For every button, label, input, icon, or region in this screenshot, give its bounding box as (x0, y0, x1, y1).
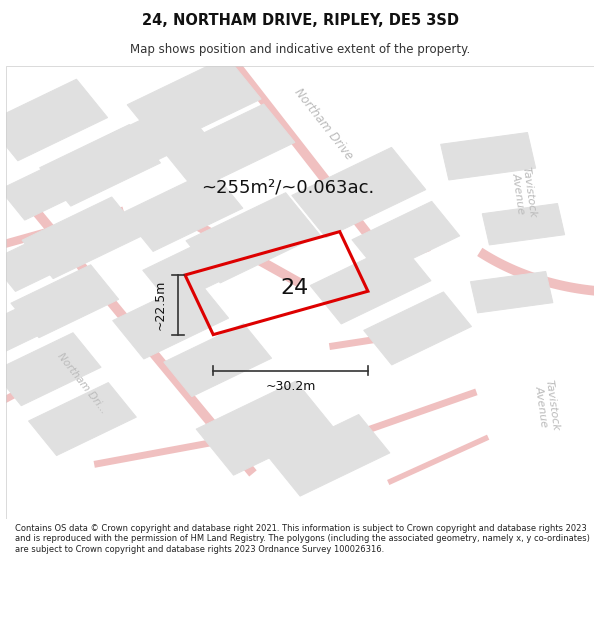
Polygon shape (482, 204, 565, 245)
Text: ~255m²/~0.063ac.: ~255m²/~0.063ac. (202, 179, 375, 197)
Polygon shape (196, 381, 333, 475)
Polygon shape (22, 197, 143, 279)
Polygon shape (0, 229, 80, 291)
Polygon shape (0, 156, 95, 220)
Text: Northam Drive: Northam Drive (292, 86, 355, 162)
Polygon shape (29, 382, 136, 456)
Text: ~22.5m: ~22.5m (153, 279, 166, 330)
Polygon shape (0, 296, 64, 352)
Text: 24, NORTHAM DRIVE, RIPLEY, DE5 3SD: 24, NORTHAM DRIVE, RIPLEY, DE5 3SD (142, 13, 458, 28)
Polygon shape (122, 170, 243, 251)
Text: Northam Dri...: Northam Dri... (56, 351, 109, 415)
Polygon shape (352, 201, 460, 274)
Polygon shape (164, 104, 295, 191)
Text: 24: 24 (280, 278, 308, 298)
Polygon shape (143, 234, 245, 305)
Polygon shape (310, 242, 431, 324)
Polygon shape (113, 280, 229, 359)
Polygon shape (11, 265, 119, 338)
Text: Contains OS data © Crown copyright and database right 2021. This information is : Contains OS data © Crown copyright and d… (15, 524, 590, 554)
Polygon shape (99, 102, 207, 174)
Polygon shape (269, 414, 390, 496)
Polygon shape (0, 332, 101, 406)
Polygon shape (470, 271, 553, 313)
Polygon shape (364, 292, 472, 365)
Polygon shape (0, 79, 107, 161)
Text: Tavistock
Avenue: Tavistock Avenue (509, 166, 538, 219)
Polygon shape (40, 124, 161, 206)
Text: ~30.2m: ~30.2m (265, 380, 316, 393)
Polygon shape (127, 57, 261, 147)
Polygon shape (186, 192, 320, 283)
Polygon shape (292, 148, 426, 238)
Text: Map shows position and indicative extent of the property.: Map shows position and indicative extent… (130, 44, 470, 56)
Polygon shape (440, 132, 536, 180)
Polygon shape (164, 324, 272, 397)
Text: Tavistock
Avenue: Tavistock Avenue (533, 378, 561, 432)
